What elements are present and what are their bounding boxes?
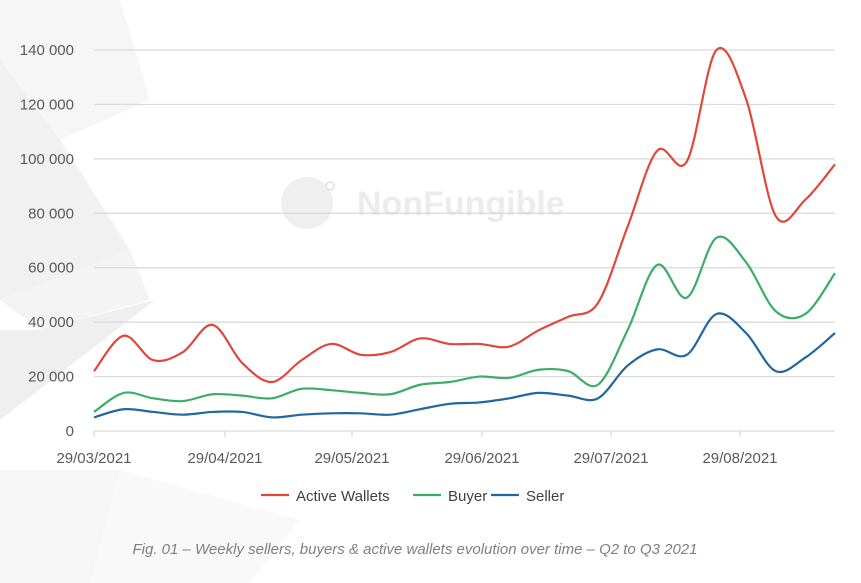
series-lines	[93, 46, 836, 419]
y-tick-label: 20 000	[28, 369, 74, 386]
y-tick-label: 0	[66, 423, 74, 440]
y-tick-label: 60 000	[28, 260, 74, 277]
x-tick-label: 29/04/2021	[187, 450, 262, 467]
legend-label: Buyer	[448, 488, 487, 505]
series-line-active-wallets	[93, 46, 836, 384]
legend-label: Seller	[526, 488, 564, 505]
x-tick-label: 29/07/2021	[573, 450, 648, 467]
series-line-seller	[93, 312, 836, 419]
grid	[94, 49, 835, 432]
figure-caption: Fig. 01 – Weekly sellers, buyers & activ…	[133, 541, 698, 558]
x-axis: 29/03/2021 29/04/2021 29/05/2021 29/06/2021…	[56, 431, 778, 467]
watermark-text: NonFungible	[357, 185, 565, 223]
legend: Active Wallets Buyer Seller	[261, 488, 564, 505]
y-tick-label: 80 000	[28, 205, 74, 222]
legend-label: Active Wallets	[296, 488, 390, 505]
x-tick-label: 29/08/2021	[702, 450, 777, 467]
x-tick-label: 29/06/2021	[444, 450, 519, 467]
watermark-icon	[281, 177, 333, 229]
y-tick-label: 40 000	[28, 314, 74, 331]
y-tick-label: 140 000	[20, 42, 74, 59]
y-tick-label: 100 000	[20, 151, 74, 168]
watermark-logo: NonFungible	[281, 177, 565, 229]
x-tick-label: 29/05/2021	[314, 450, 389, 467]
x-tick-label: 29/03/2021	[56, 450, 131, 467]
background-polygons	[0, 0, 300, 583]
series-line-buyer	[93, 235, 836, 413]
y-axis: 0 20 000 40 000 60 000 80 000 100 000 120 000 1…	[20, 42, 74, 440]
y-tick-label: 120 000	[20, 96, 74, 113]
